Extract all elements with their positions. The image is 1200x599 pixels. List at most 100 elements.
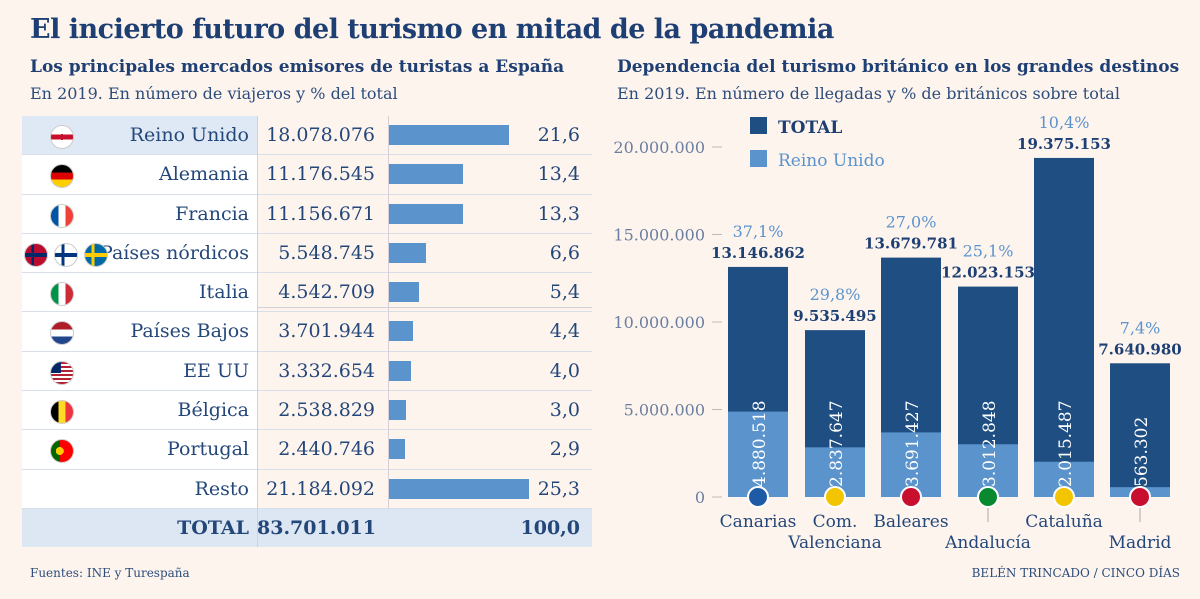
category-label: Cataluña bbox=[1025, 512, 1103, 532]
flag-de-icon bbox=[50, 164, 74, 189]
region-flag-icon bbox=[977, 486, 999, 508]
total-label: TOTAL bbox=[177, 516, 249, 539]
legend-uk-label: Reino Unido bbox=[778, 151, 885, 171]
table-row: Países nórdicos 5.548.745 6,6 bbox=[22, 233, 592, 274]
legend-total-swatch bbox=[750, 117, 767, 134]
total-value-label: 12.023.153 bbox=[941, 264, 1035, 282]
flag-fr-icon bbox=[50, 203, 74, 228]
share-bar bbox=[389, 478, 530, 499]
category-label: Valenciana bbox=[787, 533, 881, 553]
country-label: Alemania bbox=[158, 163, 249, 186]
table-row: Portugal 2.440.746 2,9 bbox=[22, 430, 592, 470]
uk-value-label: 3.691.427 bbox=[903, 400, 923, 487]
table-row: EE UU 3.332.654 4,0 bbox=[22, 351, 592, 392]
travelers-value: 4.542.709 bbox=[278, 281, 375, 304]
table-row: Alemania 11.176.545 13,4 bbox=[22, 155, 592, 195]
travelers-value: 3.701.944 bbox=[278, 320, 375, 343]
region-flag-icon bbox=[1053, 486, 1075, 508]
legend-uk-swatch bbox=[750, 150, 767, 167]
table-row: Países Bajos 3.701.944 4,4 bbox=[22, 312, 592, 352]
country-label: Portugal bbox=[167, 438, 249, 461]
region-flag-icon bbox=[1129, 486, 1151, 508]
category-label: Baleares bbox=[873, 512, 948, 532]
right-description: En 2019. En número de llegadas y % de br… bbox=[617, 84, 1120, 103]
share-value: 5,4 bbox=[549, 281, 580, 304]
flag-se-icon bbox=[84, 242, 108, 267]
region-flag-icon bbox=[900, 486, 922, 508]
total-value-label: 9.535.495 bbox=[793, 307, 877, 325]
left-subtitle: Los principales mercados emisores de tur… bbox=[30, 57, 565, 77]
flag-pt-icon bbox=[50, 439, 74, 464]
flag-uk-icon bbox=[50, 125, 74, 149]
share-bar bbox=[389, 321, 414, 342]
table-row: Bélgica 2.538.829 3,0 bbox=[22, 391, 592, 431]
share-bar bbox=[389, 360, 412, 381]
share-bar bbox=[389, 203, 463, 224]
share-bar bbox=[389, 125, 509, 145]
category-label: Canarias bbox=[720, 512, 797, 532]
total-bar bbox=[1110, 363, 1170, 497]
total-value-label: 13.146.862 bbox=[711, 244, 805, 262]
y-tick-label: 0 bbox=[695, 488, 705, 507]
table-row: Resto 21.184.092 25,3 bbox=[22, 469, 592, 509]
travelers-value: 5.548.745 bbox=[278, 241, 375, 264]
total-value-label: 19.375.153 bbox=[1017, 135, 1111, 153]
flag-nl-icon bbox=[50, 321, 74, 346]
y-tick-label: 20.000.000 bbox=[613, 138, 705, 157]
uk-bar bbox=[728, 411, 788, 497]
travelers-value: 11.156.671 bbox=[266, 202, 375, 225]
region-flag-icon bbox=[824, 486, 846, 508]
uk-share-label: 27,0% bbox=[886, 213, 937, 232]
category-label: Madrid bbox=[1109, 533, 1172, 553]
travelers-value: 18.078.076 bbox=[266, 124, 375, 146]
table-row: Francia 11.156.671 13,3 bbox=[22, 194, 592, 234]
y-tick-label: 10.000.000 bbox=[613, 313, 705, 332]
region-flag-icon bbox=[747, 486, 769, 508]
table-row: Reino Unido 18.078.076 21,6 bbox=[22, 116, 592, 156]
y-tick-label: 5.000.000 bbox=[624, 401, 705, 420]
country-label: Reino Unido bbox=[129, 124, 249, 146]
travelers-value: 2.538.829 bbox=[278, 399, 375, 422]
right-subtitle: Dependencia del turismo británico en los… bbox=[617, 57, 1180, 77]
country-label: Países Bajos bbox=[130, 320, 250, 343]
table-row: Italia 4.542.709 5,4 bbox=[22, 273, 592, 313]
travelers-value: 3.332.654 bbox=[278, 359, 375, 382]
country-label: Bélgica bbox=[177, 399, 250, 422]
total-value-label: 7.640.980 bbox=[1098, 340, 1182, 358]
flag-no-icon bbox=[24, 242, 48, 267]
total-row: TOTAL 83.701.011 100,0 bbox=[22, 508, 592, 548]
source-note: Fuentes: INE y Turespaña bbox=[30, 566, 190, 580]
country-label: EE UU bbox=[183, 359, 249, 382]
markets-table: Reino Unido 18.078.076 21,6 Alemania 11.… bbox=[22, 116, 592, 548]
share-value: 2,9 bbox=[549, 438, 580, 461]
share-value: 3,0 bbox=[549, 399, 580, 422]
share-value: 21,6 bbox=[537, 124, 580, 146]
share-value: 13,3 bbox=[537, 202, 580, 225]
country-label: Italia bbox=[199, 281, 249, 304]
total-pct: 100,0 bbox=[520, 516, 581, 539]
uk-value-label: 2.837.647 bbox=[827, 400, 847, 487]
share-bar bbox=[389, 164, 464, 185]
country-label: Resto bbox=[194, 477, 249, 500]
country-label: Francia bbox=[175, 202, 249, 225]
travelers-value: 11.176.545 bbox=[266, 163, 375, 186]
flag-it-icon bbox=[50, 282, 74, 307]
page-title: El incierto futuro del turismo en mitad … bbox=[30, 14, 834, 45]
total-bar bbox=[1034, 157, 1094, 497]
credit: BELÉN TRINCADO / CINCO DÍAS bbox=[971, 566, 1180, 580]
total-value-label: 13.679.781 bbox=[864, 235, 958, 253]
travelers-value: 2.440.746 bbox=[278, 438, 375, 461]
share-value: 4,0 bbox=[549, 359, 580, 382]
share-bar bbox=[389, 400, 406, 421]
uk-share-label: 25,1% bbox=[963, 242, 1014, 261]
total-value: 83.701.011 bbox=[257, 516, 376, 539]
uk-share-label: 7,4% bbox=[1120, 318, 1161, 337]
share-value: 6,6 bbox=[549, 241, 580, 264]
uk-value-label: 4.880.518 bbox=[750, 400, 770, 487]
destinations-bar-chart: 0 5.000.000 10.000.000 15.000.000 20.000.000… bbox=[613, 113, 1182, 553]
share-bar bbox=[389, 242, 426, 263]
category-label: Andalucía bbox=[944, 533, 1031, 553]
share-value: 25,3 bbox=[537, 477, 580, 500]
flag-be-icon bbox=[50, 400, 74, 425]
y-tick-label: 15.000.000 bbox=[613, 226, 705, 245]
